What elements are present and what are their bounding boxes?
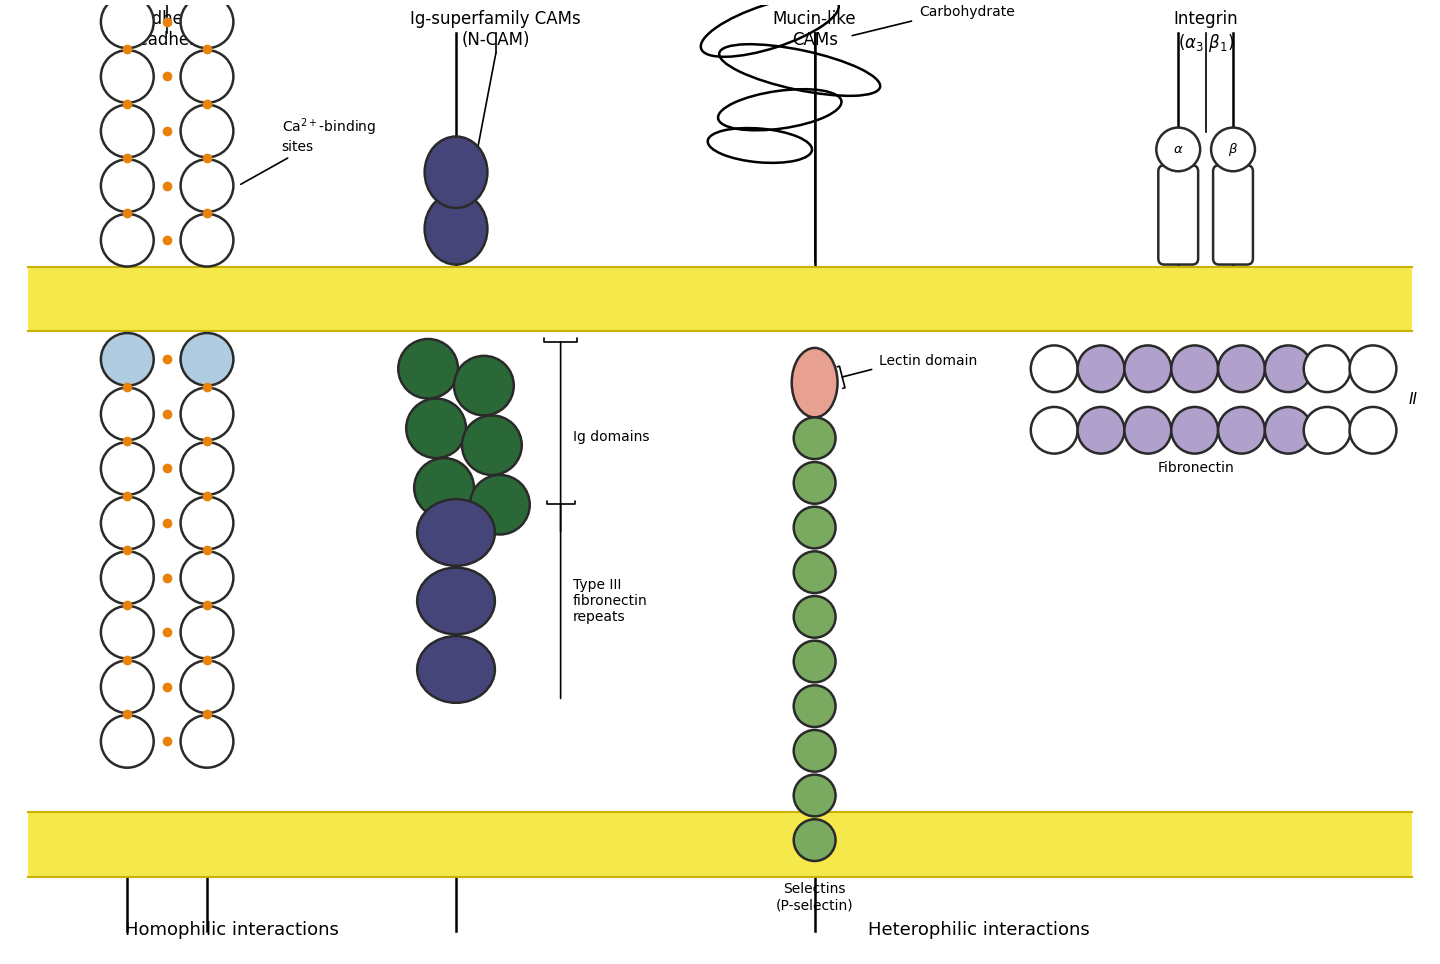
Bar: [27, 813, 1413, 877]
Circle shape: [1303, 407, 1351, 454]
Circle shape: [1264, 345, 1312, 392]
Circle shape: [462, 415, 521, 475]
Text: Homophilic interactions: Homophilic interactions: [125, 922, 338, 939]
Circle shape: [1349, 345, 1397, 392]
Circle shape: [793, 775, 835, 817]
Circle shape: [180, 388, 233, 441]
Circle shape: [1171, 407, 1218, 454]
Text: Carbohydrate: Carbohydrate: [919, 6, 1015, 19]
Circle shape: [415, 458, 474, 518]
Circle shape: [1171, 345, 1218, 392]
Circle shape: [454, 356, 514, 415]
Circle shape: [1077, 407, 1125, 454]
Text: Cadherin
(E-cadherin): Cadherin (E-cadherin): [117, 11, 217, 49]
Ellipse shape: [418, 568, 495, 634]
Ellipse shape: [418, 499, 495, 566]
Text: II: II: [1408, 392, 1417, 407]
Text: Lectin domain: Lectin domain: [880, 354, 978, 368]
Circle shape: [101, 551, 154, 604]
Circle shape: [1031, 407, 1077, 454]
Circle shape: [1125, 407, 1171, 454]
Circle shape: [1218, 407, 1264, 454]
Circle shape: [1303, 345, 1351, 392]
Bar: [27, 266, 1413, 331]
Circle shape: [793, 730, 835, 771]
Circle shape: [793, 641, 835, 683]
Text: Ca$^{2+}$-binding
sites: Ca$^{2+}$-binding sites: [240, 116, 376, 184]
Circle shape: [399, 339, 458, 398]
Circle shape: [101, 333, 154, 386]
Circle shape: [1125, 345, 1171, 392]
Ellipse shape: [418, 636, 495, 703]
Ellipse shape: [792, 348, 838, 417]
Circle shape: [101, 0, 154, 48]
Circle shape: [101, 105, 154, 157]
Circle shape: [406, 398, 467, 458]
Text: Ig-superfamily CAMs
(N-CAM): Ig-superfamily CAMs (N-CAM): [410, 11, 582, 49]
Circle shape: [180, 606, 233, 658]
Circle shape: [180, 105, 233, 157]
FancyBboxPatch shape: [1158, 165, 1198, 264]
Text: Mucin-like
CAMs: Mucin-like CAMs: [773, 11, 857, 49]
Circle shape: [180, 333, 233, 386]
Circle shape: [180, 496, 233, 549]
Circle shape: [180, 551, 233, 604]
Circle shape: [793, 417, 835, 459]
Circle shape: [180, 660, 233, 713]
Circle shape: [101, 388, 154, 441]
Text: Type III
fibronectin
repeats: Type III fibronectin repeats: [573, 577, 648, 624]
Circle shape: [101, 606, 154, 658]
Circle shape: [101, 214, 154, 266]
Circle shape: [793, 685, 835, 727]
Circle shape: [1211, 127, 1254, 172]
Circle shape: [1349, 407, 1397, 454]
Circle shape: [1156, 127, 1200, 172]
Ellipse shape: [425, 137, 487, 208]
Circle shape: [180, 214, 233, 266]
Ellipse shape: [425, 193, 487, 264]
Text: Selectins
(P-selectin): Selectins (P-selectin): [776, 882, 854, 912]
FancyBboxPatch shape: [1212, 165, 1253, 264]
Circle shape: [1077, 345, 1125, 392]
Circle shape: [101, 660, 154, 713]
Circle shape: [101, 442, 154, 495]
Circle shape: [101, 50, 154, 103]
Circle shape: [101, 496, 154, 549]
Circle shape: [1218, 345, 1264, 392]
Circle shape: [180, 50, 233, 103]
Text: Heterophilic interactions: Heterophilic interactions: [868, 922, 1090, 939]
Text: $\alpha$: $\alpha$: [1174, 143, 1184, 156]
Circle shape: [793, 819, 835, 861]
Circle shape: [1264, 407, 1312, 454]
Circle shape: [793, 507, 835, 549]
Circle shape: [101, 715, 154, 767]
Circle shape: [180, 442, 233, 495]
Circle shape: [180, 0, 233, 48]
Circle shape: [793, 551, 835, 593]
Text: $\beta$: $\beta$: [1228, 141, 1238, 158]
Circle shape: [101, 159, 154, 212]
Circle shape: [180, 715, 233, 767]
Text: Fibronectin: Fibronectin: [1158, 461, 1234, 475]
Circle shape: [1031, 345, 1077, 392]
Text: Ig domains: Ig domains: [573, 430, 649, 443]
Circle shape: [469, 475, 530, 534]
Circle shape: [180, 159, 233, 212]
Text: Integrin
($\alpha_3$ $\beta_1$): Integrin ($\alpha_3$ $\beta_1$): [1174, 11, 1238, 54]
Circle shape: [793, 462, 835, 504]
Circle shape: [793, 596, 835, 638]
